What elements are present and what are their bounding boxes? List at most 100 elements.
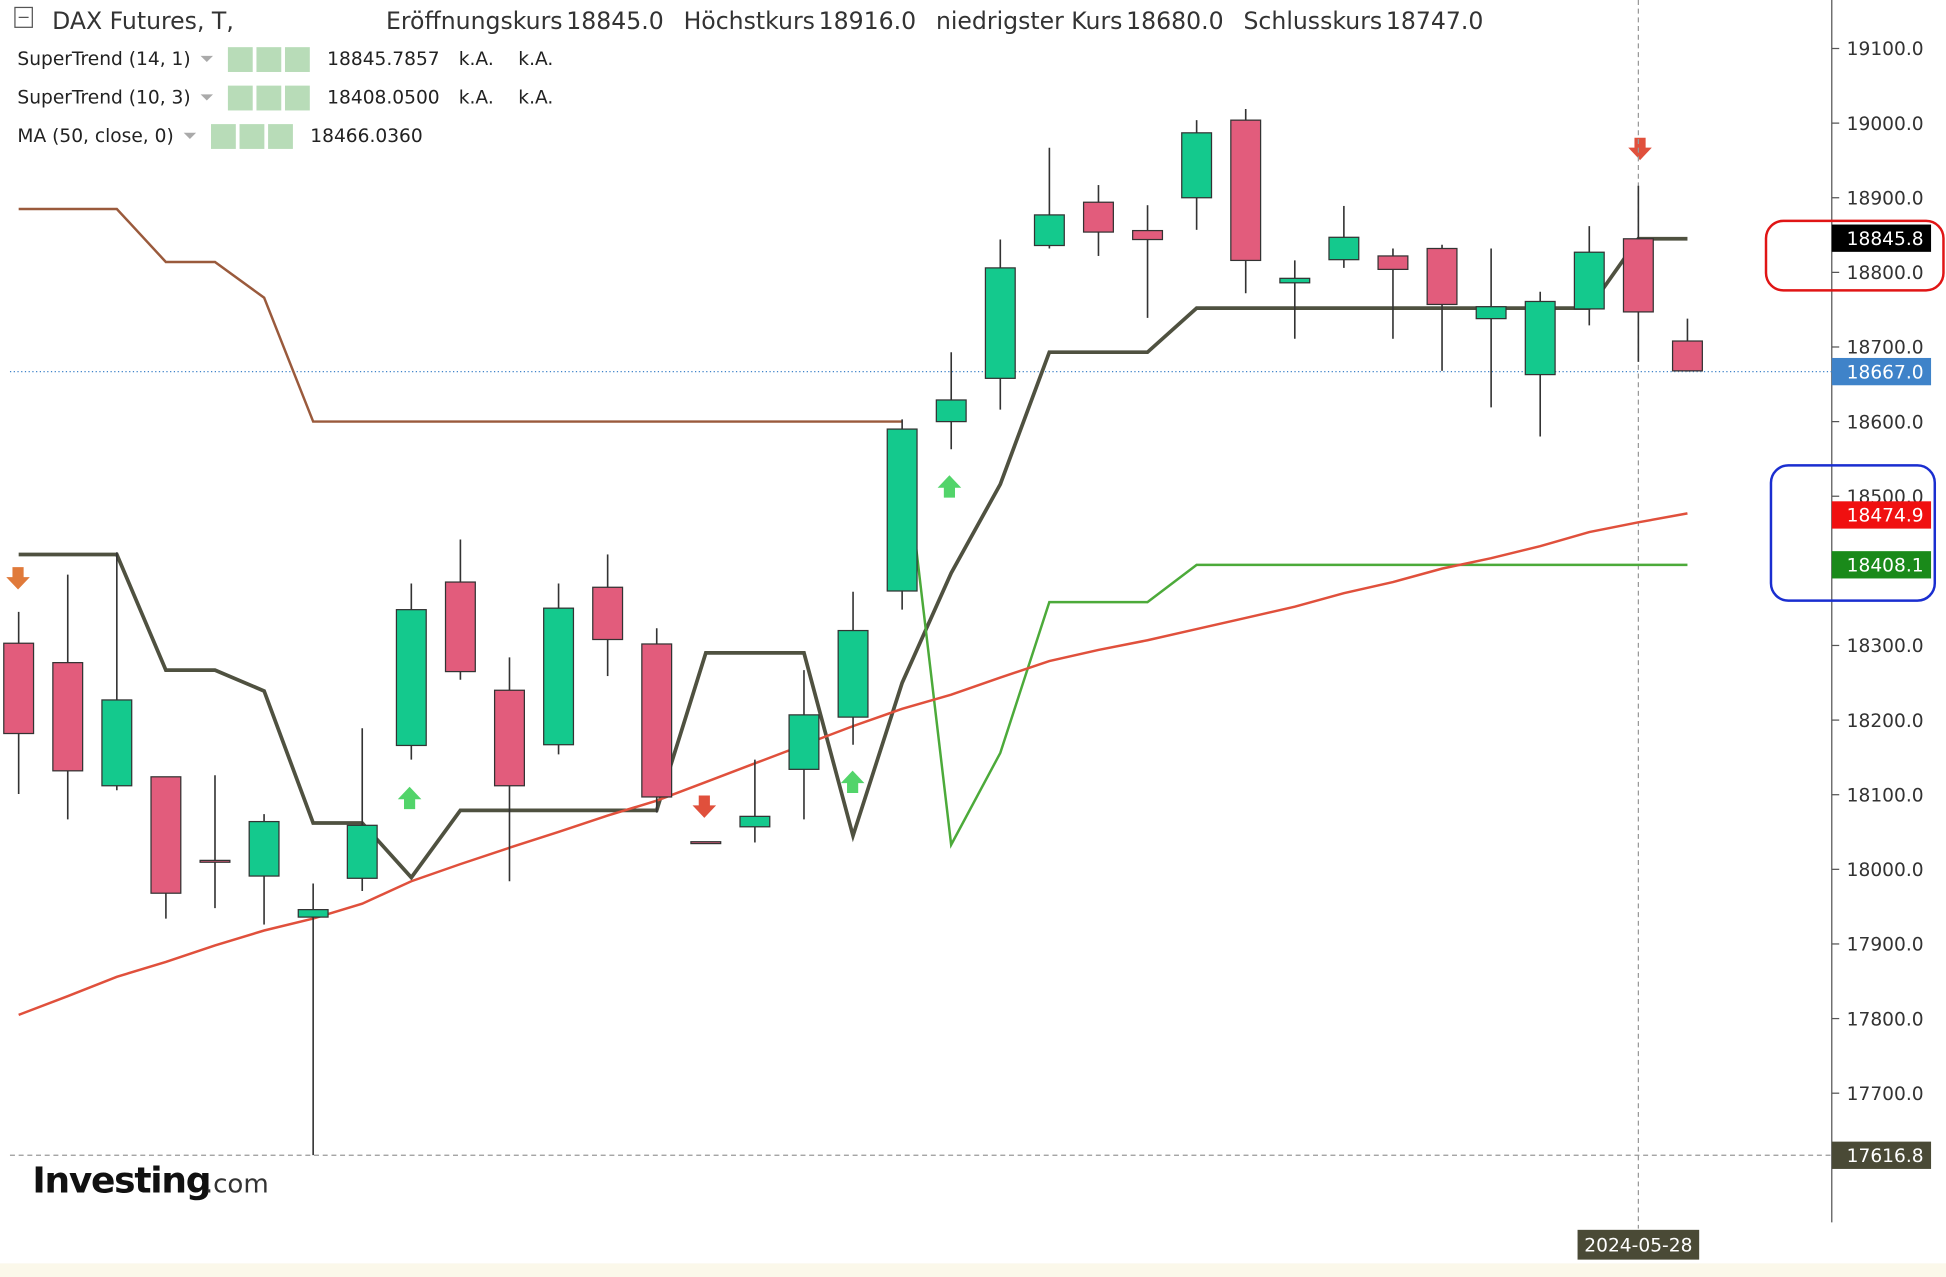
y-tick-label: 19000.0	[1847, 114, 1924, 135]
date-label-bg	[1577, 1229, 1700, 1260]
annotations	[6, 137, 1945, 818]
candle-body	[592, 586, 624, 641]
price-marker-label: 18474.9	[1847, 506, 1924, 527]
indicator-line	[18, 207, 903, 423]
candle-body	[886, 428, 918, 592]
y-tick-label: 17800.0	[1847, 1009, 1924, 1030]
ohlc-label: Schlusskurs	[1243, 7, 1382, 35]
y-tick-label: 18100.0	[1847, 785, 1924, 806]
indicator-icon	[239, 124, 265, 149]
price-marker-label: 18667.0	[1847, 362, 1924, 383]
candle-body	[493, 689, 525, 787]
indicator-icon	[227, 47, 253, 72]
price-marker	[1831, 551, 1932, 579]
ohlc-label: niedrigster Kurs	[936, 7, 1123, 35]
indicator-icon	[256, 47, 282, 72]
signal-arrow	[840, 770, 865, 794]
candle-body	[346, 824, 378, 879]
indicator-icon	[227, 85, 253, 111]
indicator-name: MA (50, close, 0)	[17, 126, 173, 147]
candle-body	[739, 815, 771, 828]
price-marker	[1831, 357, 1932, 386]
signal-arrow	[692, 795, 717, 818]
candle-body	[1622, 238, 1654, 313]
price-marker	[1831, 1141, 1932, 1169]
indicator-extra: k.A.	[459, 88, 494, 109]
indicator-extra: k.A.	[518, 88, 553, 109]
y-tick-label: 17900.0	[1847, 935, 1924, 956]
indicator-icon	[284, 47, 310, 72]
price-marker-label: 18408.1	[1847, 556, 1924, 577]
candle-body	[1033, 214, 1065, 247]
y-tick-label: 18700.0	[1847, 338, 1924, 359]
candle-body	[1279, 277, 1311, 284]
y-tick-label: 18200.0	[1847, 711, 1924, 732]
candle-body	[297, 909, 329, 918]
ohlc-value: 18747.0	[1386, 7, 1483, 35]
highlight-box	[1764, 219, 1945, 292]
candle-body	[935, 399, 967, 423]
y-tick-label: 19100.0	[1847, 39, 1924, 60]
candle-body	[395, 609, 427, 747]
ohlc-value: 18916.0	[819, 7, 916, 35]
candle-body	[1230, 119, 1262, 262]
candle-body	[1132, 229, 1164, 241]
ohlc-label: Höchstkurs	[684, 7, 815, 35]
price-marker-label: 18845.8	[1847, 229, 1924, 250]
signal-arrow	[397, 786, 422, 810]
candle-body	[1377, 255, 1409, 271]
indicator-extra: k.A.	[459, 49, 494, 70]
candle-body	[3, 642, 35, 735]
y-tick-label: 17700.0	[1847, 1084, 1924, 1105]
indicator-value: 18466.0360	[310, 126, 422, 147]
signal-arrow	[937, 475, 962, 498]
candle-body	[150, 776, 182, 894]
candle-body	[1328, 236, 1360, 261]
candle-body	[1181, 132, 1213, 199]
y-tick-label: 18300.0	[1847, 636, 1924, 657]
indicator-icon	[284, 85, 310, 111]
candle-body	[1082, 201, 1114, 233]
price-marker-label: 17616.8	[1847, 1146, 1924, 1167]
dropdown-icon	[200, 94, 214, 101]
candle-body	[101, 699, 133, 787]
indicator-line	[18, 236, 1688, 881]
highlight-box	[1769, 464, 1937, 602]
candle-body	[788, 714, 820, 770]
candle-body	[52, 662, 84, 772]
candle-body	[1573, 251, 1605, 310]
x-tick-label: 2024-05-28	[1584, 1235, 1692, 1256]
signal-arrow	[6, 567, 30, 590]
ohlc-value: 18680.0	[1126, 7, 1223, 35]
candle-body	[984, 267, 1016, 379]
signal-arrow	[1628, 137, 1652, 161]
indicator-icon	[256, 85, 282, 111]
price-marker	[1831, 501, 1932, 529]
candle-body	[1524, 300, 1556, 376]
legend-title: DAX Futures, T,	[52, 7, 234, 35]
watermark: Investing	[32, 1161, 210, 1202]
indicator-value: 18845.7857	[327, 49, 439, 70]
candle-body	[837, 629, 869, 718]
y-tick-label: 18000.0	[1847, 860, 1924, 881]
indicator-extra: k.A.	[518, 49, 553, 70]
candle-body	[1671, 340, 1703, 372]
candle-body	[248, 820, 280, 877]
indicator-name: SuperTrend (10, 3)	[17, 88, 190, 109]
candle-body	[1475, 306, 1507, 320]
candle-body	[690, 841, 722, 845]
watermark: .com	[205, 1170, 269, 1200]
y-tick-label: 18600.0	[1847, 412, 1924, 433]
candle-body	[543, 607, 575, 746]
indicator-icon	[210, 124, 236, 149]
indicator-line	[900, 428, 1688, 849]
dropdown-icon	[200, 55, 214, 63]
ohlc-label: Eröffnungskurs	[386, 7, 563, 35]
legend: DAX Futures, T,	[14, 6, 234, 35]
indicator-name: SuperTrend (14, 1)	[17, 49, 190, 70]
indicator-icon	[268, 124, 293, 149]
candle-body	[199, 859, 231, 863]
